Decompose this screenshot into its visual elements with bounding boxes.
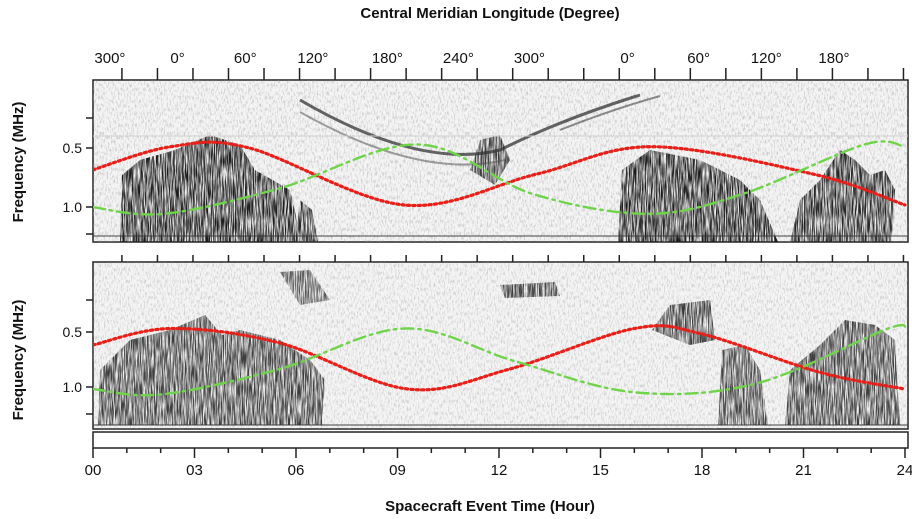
top-model-curves: [93, 140, 907, 216]
top-ytick-label-0.5: 0.5: [63, 140, 83, 156]
hour-tick-label: 12: [491, 462, 508, 479]
hour-tick-label: 24: [897, 462, 912, 479]
bottom-ytick-label-0.5: 0.5: [63, 324, 83, 340]
bottom-panel: 0.5 1.0: [63, 261, 909, 430]
top-y-axis-label: Frequency (MHz): [10, 102, 27, 223]
top-ytick-label-1.0: 1.0: [63, 199, 83, 215]
hour-tick-label: 18: [694, 462, 711, 479]
top-longitude-ticks: 300° 0° 60° 120° 180° 240° 300° 0° 60° 120° 180°: [94, 50, 905, 80]
bottom-y-axis-label: Frequency (MHz): [10, 300, 27, 421]
longitude-tick-label: 300°: [94, 50, 125, 67]
longitude-tick-label: 180°: [818, 50, 849, 67]
top-panel: 300° 0° 60° 120° 180° 240° 300° 0° 60° 120° 180° 0…: [63, 50, 909, 243]
longitude-tick-label: 120°: [751, 50, 782, 67]
hour-tick-label: 00: [85, 462, 102, 479]
longitude-tick-label: 300°: [514, 50, 545, 67]
red-dotted-model-line: [93, 140, 907, 208]
hour-tick-label: 21: [795, 462, 812, 479]
longitude-tick-label: 180°: [372, 50, 403, 67]
longitude-tick-label: 0°: [620, 50, 634, 67]
hour-tick-label: 15: [592, 462, 609, 479]
panel-separator-ticks: [121, 255, 905, 262]
time-strip: [92, 431, 909, 449]
bottom-ytick-label-1.0: 1.0: [63, 379, 83, 395]
hour-ticks: 00 03 06 09 12 15 18 21 24: [85, 448, 912, 479]
longitude-tick-label: 60°: [687, 50, 710, 67]
longitude-tick-label: 120°: [297, 50, 328, 67]
top-spectrogram: [93, 80, 908, 242]
bottom-spectrogram: [93, 262, 908, 429]
hour-tick-label: 06: [288, 462, 305, 479]
longitude-tick-label: 0°: [170, 50, 184, 67]
hour-tick-label: 03: [186, 462, 203, 479]
bottom-model-curves: [93, 323, 907, 397]
x-axis-label: Spacecraft Event Time (Hour): [385, 498, 595, 515]
chart-title: Central Meridian Longitude (Degree): [360, 5, 619, 22]
longitude-tick-label: 240°: [443, 50, 474, 67]
longitude-tick-label: 60°: [234, 50, 257, 67]
green-dashdot-model-line: [93, 140, 907, 216]
hour-tick-label: 09: [389, 462, 406, 479]
green-dashdot-model-line: [93, 323, 907, 397]
red-dotted-model-line: [93, 324, 907, 392]
